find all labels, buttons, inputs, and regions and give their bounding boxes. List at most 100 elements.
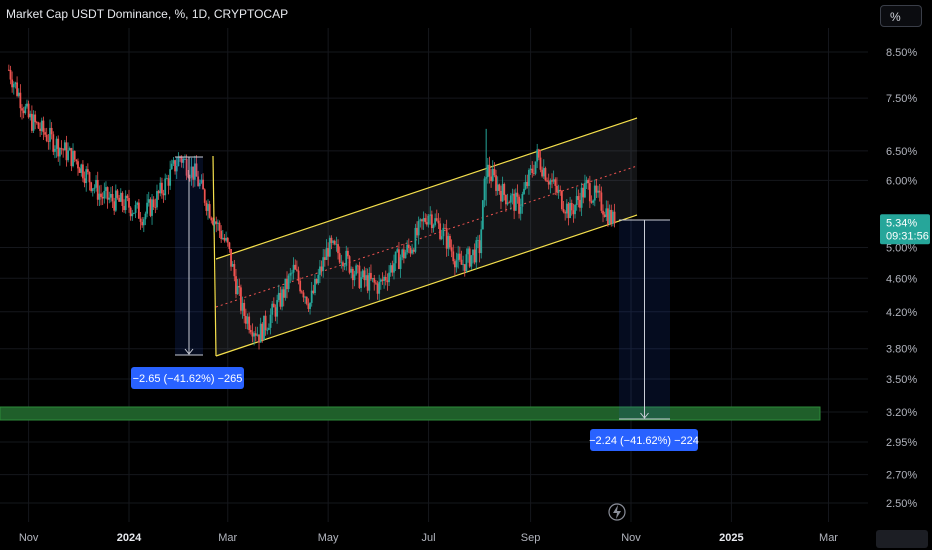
candle-body <box>78 168 81 173</box>
candle-body <box>602 210 604 215</box>
y-tick-label: 4.20% <box>886 307 917 319</box>
candle-body <box>11 79 14 88</box>
measure-tools[interactable]: −2.65 (−41.62%) −265 −2.24 (−41.62%) −224 <box>131 156 699 451</box>
candle-body <box>537 149 540 158</box>
candle-body <box>106 187 109 200</box>
candle-body <box>327 248 330 257</box>
candle-body <box>391 265 394 273</box>
price-channel[interactable] <box>212 117 638 357</box>
candle-body <box>65 142 68 161</box>
candle-body <box>480 229 483 254</box>
candle-body <box>137 202 140 219</box>
candle-body <box>445 228 448 249</box>
candle-body <box>42 120 45 133</box>
candle-body <box>161 182 163 194</box>
candle-body <box>151 199 153 216</box>
price-axis[interactable]: 8.50% 7.50% 6.50% 6.00% 5.00% 4.60% 4.20% 3.80%… <box>886 47 917 510</box>
candle-body <box>613 211 616 224</box>
candle-body <box>570 202 573 211</box>
candle-body <box>67 150 70 161</box>
candle-body <box>557 189 560 193</box>
candle-body <box>19 92 22 109</box>
candle-body <box>582 187 585 198</box>
candle-body <box>404 252 407 259</box>
candle-body <box>593 185 596 201</box>
candle-body <box>506 202 509 205</box>
candle-body <box>440 236 443 240</box>
candle-body <box>523 188 525 194</box>
candle-body <box>524 181 527 189</box>
candle-body <box>241 302 244 311</box>
candle-body <box>141 221 144 226</box>
axis-settings-button[interactable] <box>876 530 928 548</box>
candle-body <box>580 187 583 208</box>
candle-body <box>575 196 578 206</box>
candle-body <box>495 175 497 191</box>
candle-body <box>356 265 359 267</box>
candle-body <box>175 166 178 172</box>
y-tick-label: 2.70% <box>886 470 917 482</box>
flash-icon[interactable] <box>608 503 626 521</box>
candle-body <box>40 120 43 131</box>
unit-button[interactable]: % <box>880 5 922 27</box>
candle-body <box>389 265 392 273</box>
candle-body <box>442 227 445 237</box>
candle-body <box>133 212 135 214</box>
candle-body <box>328 237 331 257</box>
candle-body <box>490 176 492 181</box>
candle-body <box>246 316 249 324</box>
candle-body <box>264 315 267 331</box>
candle-body <box>240 287 242 311</box>
candle-body <box>412 249 415 252</box>
candle-body <box>491 168 494 181</box>
candle-body <box>452 251 455 262</box>
candle-body <box>560 191 563 209</box>
candle-body <box>134 204 137 213</box>
candle-body <box>195 163 198 177</box>
candle-body <box>12 83 15 88</box>
candle-body <box>556 185 558 193</box>
candle-body <box>333 240 336 245</box>
candle-body <box>213 221 216 225</box>
support-zone-rect <box>0 406 821 421</box>
candle-body <box>559 189 562 192</box>
candle-body <box>282 289 285 298</box>
candle-body <box>577 196 580 200</box>
channel-upper-line <box>215 117 638 260</box>
candle-body <box>335 244 338 245</box>
candle-body <box>564 212 567 214</box>
x-tick-label: May <box>318 532 339 544</box>
candle-body <box>383 276 386 281</box>
candle-body <box>421 219 423 222</box>
candle-body <box>279 292 282 307</box>
candle-body <box>598 190 601 193</box>
candle-body <box>562 208 565 213</box>
y-tick-label: 2.50% <box>886 498 917 510</box>
candle-body <box>75 159 78 162</box>
candle-body <box>376 283 379 294</box>
candle-body <box>287 275 290 290</box>
candle-body <box>147 199 150 203</box>
candle-body <box>32 114 35 131</box>
candle-body <box>253 333 255 337</box>
price-tag-countdown: 09:31:56 <box>886 230 929 242</box>
candle-body <box>210 217 213 221</box>
candle-body <box>407 244 410 249</box>
candle-body <box>342 262 344 267</box>
candle-body <box>363 270 366 281</box>
candle-body <box>493 168 496 176</box>
time-axis[interactable]: Nov 2024 Mar May Jul Sep Nov 2025 Mar <box>19 532 838 544</box>
candle-body <box>123 205 125 211</box>
candle-body <box>108 197 111 200</box>
candle-body <box>215 221 218 224</box>
candle-body <box>226 237 229 243</box>
candle-body <box>505 194 507 205</box>
candle-body <box>475 240 478 263</box>
candle-body <box>437 220 440 224</box>
candle-body <box>529 168 532 171</box>
candle-body <box>574 205 576 215</box>
candle-body <box>532 172 535 174</box>
candle-body <box>435 218 438 221</box>
candle-body <box>427 215 430 225</box>
